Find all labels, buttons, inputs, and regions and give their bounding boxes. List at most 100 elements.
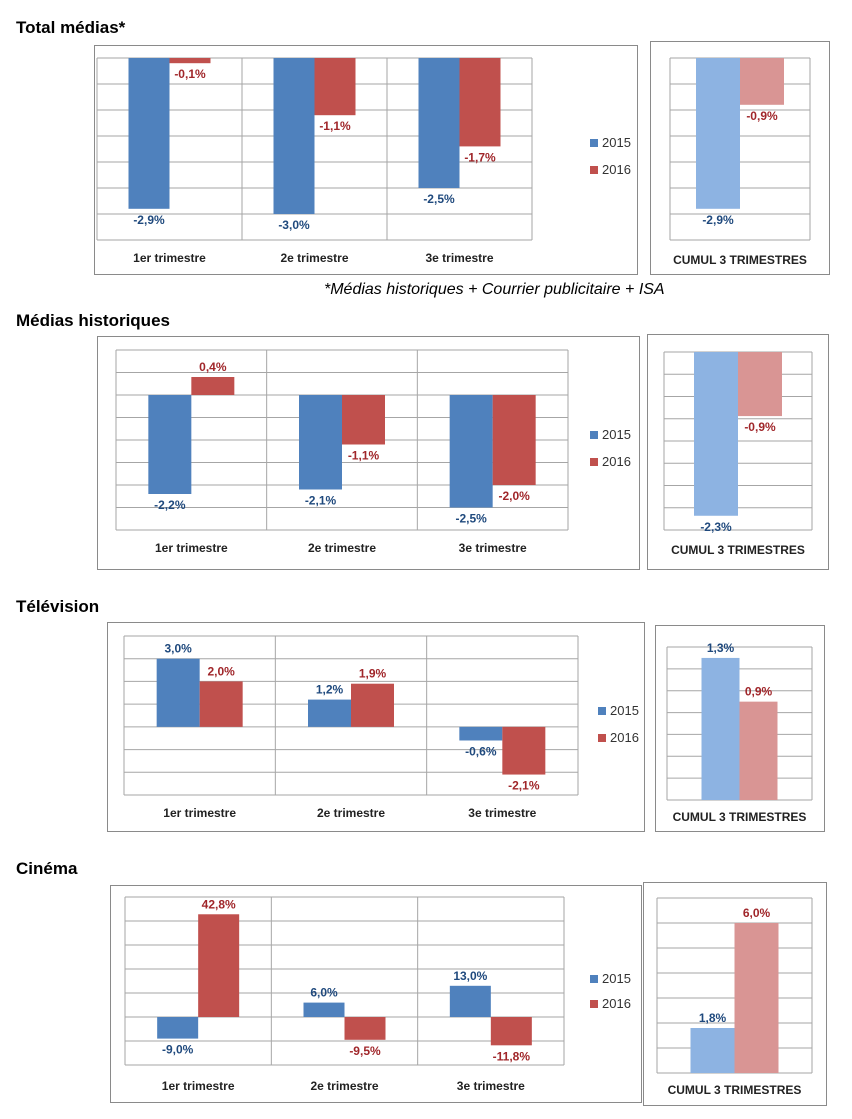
cumul-data-label-2015: -2,3% xyxy=(700,520,732,534)
category-label: 1er trimestre xyxy=(155,541,228,555)
legend-label-2015: 2015 xyxy=(602,135,631,150)
main-chart-frame-total xyxy=(94,45,638,275)
cumul-data-label-2016: 0,9% xyxy=(745,685,773,699)
cumul-bar-2016 xyxy=(740,58,784,105)
bar-2015-2 xyxy=(303,1002,345,1017)
bar-2016-2 xyxy=(342,395,385,445)
bar-2016-2 xyxy=(344,1017,386,1040)
cumul-bar-2016 xyxy=(734,923,779,1073)
chart-title-cinema: Cinéma xyxy=(16,859,78,878)
category-label: 1er trimestre xyxy=(162,1079,235,1093)
category-label: 2e trimestre xyxy=(310,1079,378,1093)
chart-title-medias-historiques: Médias historiques xyxy=(16,311,170,330)
data-label-2016-1: 42,8% xyxy=(202,897,236,911)
data-label-2016-3: -11,8% xyxy=(493,1049,531,1063)
data-label-2016-3: -1,7% xyxy=(464,150,496,164)
legend-swatch-2016 xyxy=(590,1000,598,1008)
bar-2015-3 xyxy=(459,726,503,741)
data-label-2016-1: 0,4% xyxy=(199,360,227,374)
bar-2016-3 xyxy=(492,395,536,485)
cumul-category-label: CUMUL 3 TRIMESTRES xyxy=(668,1083,802,1097)
bar-2015-3 xyxy=(449,395,493,508)
data-label-2015-3: 13,0% xyxy=(453,969,487,983)
data-label-2015-3: -0,6% xyxy=(465,744,497,758)
category-label: 2e trimestre xyxy=(308,541,376,555)
cumul-data-label-2016: -0,9% xyxy=(746,109,778,123)
legend-label-2016: 2016 xyxy=(602,162,631,177)
cumul-data-label-2016: 6,0% xyxy=(743,906,771,920)
bar-2015-3 xyxy=(449,985,491,1017)
bar-2015-3 xyxy=(418,58,460,188)
cumul-data-label-2015: -2,9% xyxy=(702,213,734,227)
bar-2016-1 xyxy=(198,914,240,1017)
bar-2015-2 xyxy=(308,699,351,727)
bar-2015-1 xyxy=(157,1017,199,1039)
bar-2016-1 xyxy=(169,58,211,64)
bar-2016-2 xyxy=(314,58,356,116)
category-label: 2e trimestre xyxy=(280,251,348,265)
legend-label-2015: 2015 xyxy=(610,703,639,718)
cumul-category-label: CUMUL 3 TRIMESTRES xyxy=(673,253,807,267)
category-label: 2e trimestre xyxy=(317,806,385,820)
bar-2016-3 xyxy=(502,726,546,775)
legend-swatch-2015 xyxy=(590,431,598,439)
bar-2016-1 xyxy=(191,377,235,395)
data-label-2016-1: -0,1% xyxy=(174,67,206,81)
bar-2016-3 xyxy=(490,1017,532,1046)
data-label-2016-2: -1,1% xyxy=(348,449,380,463)
cumul-data-label-2016: -0,9% xyxy=(744,420,776,434)
data-label-2015-2: 1,2% xyxy=(316,683,344,697)
cumul-bar-2015 xyxy=(696,58,740,209)
data-label-2015-2: -2,1% xyxy=(305,494,337,508)
chart-title-total-medias: Total médias* xyxy=(16,18,126,37)
bar-2015-1 xyxy=(128,58,170,209)
legend-swatch-2015 xyxy=(590,139,598,147)
bar-2015-1 xyxy=(156,658,200,727)
data-label-2016-3: -2,1% xyxy=(508,779,540,793)
cumul-category-label: CUMUL 3 TRIMESTRES xyxy=(673,810,807,824)
data-label-2015-2: 6,0% xyxy=(310,986,338,1000)
bar-2016-1 xyxy=(199,681,243,727)
chart-title-television: Télévision xyxy=(16,597,100,616)
legend-swatch-2016 xyxy=(590,166,598,174)
data-label-2016-1: 2,0% xyxy=(207,664,235,678)
cumul-bar-2015 xyxy=(690,1028,735,1073)
category-label: 3e trimestre xyxy=(459,541,527,555)
cumul-bar-2016 xyxy=(739,701,778,800)
category-label: 3e trimestre xyxy=(457,1079,525,1093)
category-label: 1er trimestre xyxy=(163,806,236,820)
cumul-category-label: CUMUL 3 TRIMESTRES xyxy=(671,543,805,557)
cumul-bar-2016 xyxy=(738,352,782,417)
data-label-2015-1: -9,0% xyxy=(162,1043,194,1057)
data-label-2015-1: 3,0% xyxy=(164,642,192,656)
data-label-2015-2: -3,0% xyxy=(278,218,310,232)
legend-label-2016: 2016 xyxy=(610,730,639,745)
data-label-2016-2: -9,5% xyxy=(349,1044,381,1058)
legend-swatch-2016 xyxy=(598,734,606,742)
bar-2015-1 xyxy=(148,395,192,494)
data-label-2015-3: -2,5% xyxy=(455,512,487,526)
bar-2016-3 xyxy=(459,58,501,147)
legend-swatch-2016 xyxy=(590,458,598,466)
legend-label-2015: 2015 xyxy=(602,971,631,986)
data-label-2015-3: -2,5% xyxy=(423,192,455,206)
legend-swatch-2015 xyxy=(598,707,606,715)
cumul-bar-2015 xyxy=(694,352,738,516)
category-label: 3e trimestre xyxy=(468,806,536,820)
data-label-2015-1: -2,9% xyxy=(133,213,165,227)
cumul-data-label-2015: 1,8% xyxy=(699,1011,727,1025)
category-label: 1er trimestre xyxy=(133,251,206,265)
category-label: 3e trimestre xyxy=(425,251,493,265)
footnote: *Médias historiques + Courrier publicita… xyxy=(324,281,665,298)
data-label-2016-2: -1,1% xyxy=(319,119,351,133)
legend-label-2016: 2016 xyxy=(602,454,631,469)
legend-label-2016: 2016 xyxy=(602,996,631,1011)
bar-2015-2 xyxy=(273,58,315,214)
bar-2015-2 xyxy=(299,395,342,490)
data-label-2016-2: 1,9% xyxy=(359,667,387,681)
data-label-2016-3: -2,0% xyxy=(498,489,530,503)
